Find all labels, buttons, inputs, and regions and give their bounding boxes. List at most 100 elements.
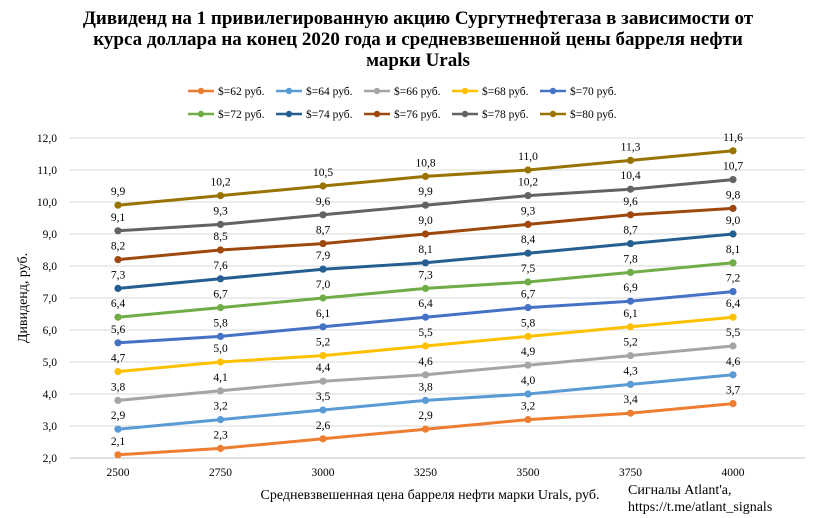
data-label: 11,0 bbox=[518, 151, 538, 163]
data-label: 4,1 bbox=[213, 372, 228, 384]
data-label: 5,8 bbox=[521, 317, 536, 329]
legend-label: $=64 руб. bbox=[306, 85, 353, 98]
data-point bbox=[524, 220, 532, 228]
data-label: 2,1 bbox=[111, 436, 126, 448]
data-point bbox=[319, 323, 327, 331]
data-point bbox=[524, 278, 532, 286]
data-label: 4,7 bbox=[111, 353, 126, 365]
y-tick-label: 11,0 bbox=[37, 165, 57, 177]
y-tick-label: 3,0 bbox=[43, 421, 58, 433]
data-label: 8,1 bbox=[418, 244, 433, 256]
data-point bbox=[421, 342, 430, 350]
data-point bbox=[626, 297, 635, 305]
data-point bbox=[216, 246, 225, 254]
series bbox=[114, 371, 737, 433]
legend-item: $=72 руб. bbox=[188, 108, 265, 121]
data-label: 6,4 bbox=[418, 298, 433, 310]
series bbox=[114, 259, 737, 321]
data-point bbox=[729, 342, 737, 350]
data-point bbox=[421, 259, 430, 267]
data-label: 8,7 bbox=[623, 225, 638, 237]
data-label: 7,8 bbox=[623, 253, 638, 265]
series-lines bbox=[114, 147, 737, 459]
x-tick-label: 3250 bbox=[414, 467, 437, 479]
data-point bbox=[626, 211, 635, 219]
data-label: 9,9 bbox=[418, 186, 433, 198]
y-tick-label: 4,0 bbox=[43, 389, 58, 401]
data-point bbox=[216, 358, 225, 366]
data-point bbox=[319, 377, 327, 385]
data-label: 4,0 bbox=[521, 375, 536, 387]
gridlines bbox=[70, 137, 805, 459]
data-point bbox=[729, 204, 737, 212]
data-point bbox=[114, 227, 122, 235]
data-point bbox=[524, 192, 532, 200]
y-axis-title: Дивиденд, руб. bbox=[16, 253, 31, 343]
series bbox=[114, 342, 737, 404]
series bbox=[114, 288, 737, 347]
x-tick-label: 3750 bbox=[619, 467, 642, 479]
data-label: 2,3 bbox=[213, 429, 228, 441]
data-point bbox=[114, 425, 122, 433]
legend-item: $=66 руб. bbox=[364, 85, 441, 98]
data-label: 2,9 bbox=[111, 410, 126, 422]
series bbox=[114, 147, 737, 209]
data-point bbox=[626, 268, 635, 276]
data-point bbox=[421, 371, 430, 379]
data-point bbox=[319, 406, 327, 414]
data-label: 6,7 bbox=[521, 289, 536, 301]
chart-title: Дивиденд на 1 привилегированную акцию Су… bbox=[83, 8, 754, 71]
data-point bbox=[626, 185, 635, 193]
data-label: 6,1 bbox=[623, 308, 638, 320]
data-label: 6,1 bbox=[316, 308, 331, 320]
legend-swatch-marker bbox=[285, 110, 293, 118]
data-label: 8,5 bbox=[213, 231, 228, 243]
legend-item: $=80 руб. bbox=[540, 108, 617, 121]
data-point bbox=[421, 396, 430, 404]
x-tick-label: 2500 bbox=[107, 467, 130, 479]
data-point bbox=[216, 332, 225, 340]
data-label: 3,4 bbox=[623, 394, 638, 406]
legend-swatch-marker bbox=[549, 87, 557, 95]
data-label: 5,0 bbox=[213, 343, 228, 355]
title-line: Дивиденд на 1 привилегированную акцию Су… bbox=[83, 8, 754, 29]
legend-label: $=66 руб. bbox=[394, 85, 441, 98]
data-point bbox=[319, 240, 327, 248]
title-line: марки Urals bbox=[366, 50, 470, 71]
data-point bbox=[114, 339, 122, 347]
data-label: 3,8 bbox=[418, 381, 433, 393]
legend-swatch-marker bbox=[461, 110, 469, 118]
data-point bbox=[114, 284, 122, 292]
data-label: 9,0 bbox=[726, 215, 741, 227]
data-point bbox=[421, 230, 430, 238]
legend-label: $=70 руб. bbox=[570, 85, 617, 98]
data-point bbox=[319, 435, 327, 443]
data-point bbox=[626, 409, 635, 417]
y-tick-label: 9,0 bbox=[43, 229, 58, 241]
source-link[interactable]: https://t.me/atlant_signals bbox=[628, 500, 773, 515]
data-label: 3,5 bbox=[316, 391, 331, 403]
data-label: 8,4 bbox=[521, 234, 536, 246]
data-label: 7,3 bbox=[418, 269, 433, 281]
data-point bbox=[114, 313, 122, 321]
data-point bbox=[729, 400, 737, 408]
data-label: 11,3 bbox=[621, 141, 641, 153]
legend-item: $=62 руб. bbox=[188, 85, 265, 98]
y-tick-label: 6,0 bbox=[43, 325, 58, 337]
x-tick-label: 3500 bbox=[517, 467, 540, 479]
legend-label: $=62 руб. bbox=[218, 85, 265, 98]
data-label: 9,3 bbox=[521, 205, 536, 217]
x-axis-title: Средневзвешенная цена барреля нефти марк… bbox=[260, 488, 599, 503]
data-label: 8,1 bbox=[726, 244, 741, 256]
series bbox=[114, 176, 737, 235]
y-tick-label: 12,0 bbox=[37, 133, 57, 145]
data-point bbox=[216, 275, 225, 283]
data-point bbox=[421, 313, 430, 321]
data-point bbox=[319, 265, 327, 273]
data-label: 11,6 bbox=[723, 132, 743, 144]
data-label: 2,6 bbox=[316, 420, 331, 432]
data-label: 2,9 bbox=[418, 410, 433, 422]
legend-label: $=72 руб. bbox=[218, 108, 265, 121]
data-label: 4,6 bbox=[726, 356, 741, 368]
